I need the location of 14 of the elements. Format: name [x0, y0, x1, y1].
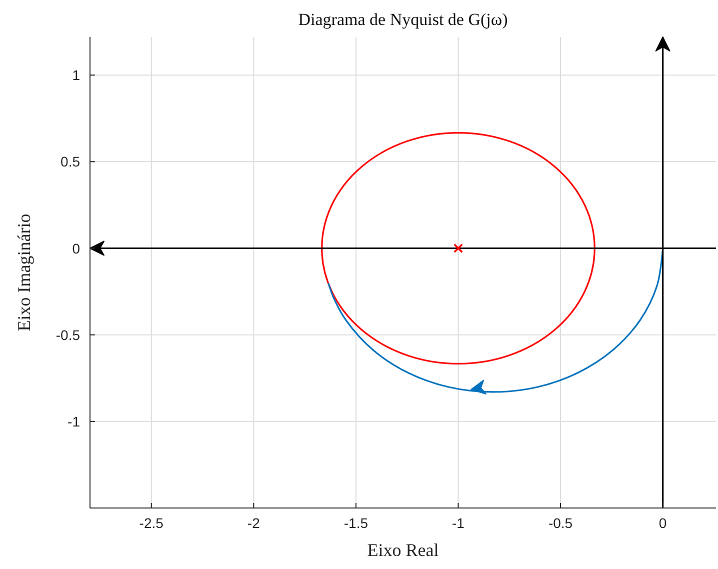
y-tick-label: -0.5 — [56, 326, 80, 343]
x-tick-label: -0.5 — [548, 515, 573, 531]
y-tick-label: 0.5 — [60, 154, 80, 170]
x-tick-label: -1 — [452, 515, 465, 531]
x-tick-label: -2 — [247, 515, 260, 531]
x-tick-label: -2.5 — [139, 515, 164, 531]
y-tick-label: 1 — [72, 67, 80, 84]
y-tick-label: 0 — [72, 240, 80, 256]
y-tick-label: -1 — [68, 413, 80, 430]
x-tick-label: 0 — [658, 515, 667, 531]
y-axis-title: Eixo Imaginário — [14, 214, 34, 332]
chart-title: Diagrama de Nyquist de G(jω) — [298, 10, 508, 29]
x-axis-title: Eixo Real — [367, 540, 439, 560]
x-tick-label: -1.5 — [344, 515, 368, 531]
